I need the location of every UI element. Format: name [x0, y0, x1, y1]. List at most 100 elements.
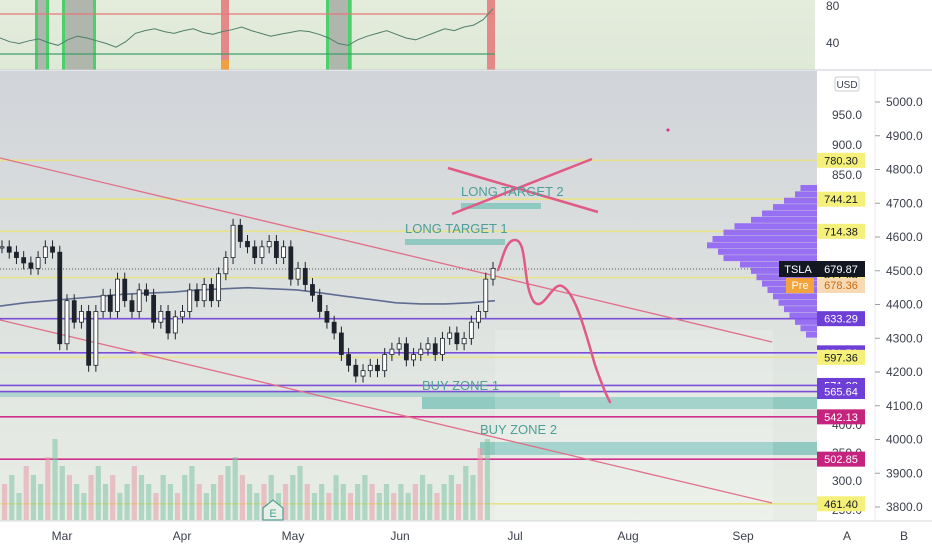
candle-body-11	[79, 311, 84, 323]
secondary-tick-0: 3800.0	[886, 500, 923, 514]
volume-bar-1	[9, 475, 15, 520]
premarket-value: 678.36	[824, 280, 858, 292]
buy-zone-1	[422, 397, 817, 409]
price-tag-8: 565.64	[817, 384, 865, 400]
price-tick-950: 950.0	[832, 108, 862, 122]
long-target-2-zone	[461, 203, 541, 209]
price-tick-850: 850.0	[832, 168, 862, 182]
indicator-band-3	[221, 0, 229, 70]
volume-bar-34	[247, 484, 253, 520]
volume-bar-8	[59, 466, 65, 520]
currency-badge[interactable]	[834, 76, 860, 92]
candle-body-62	[447, 332, 453, 339]
profile-bar-23	[806, 331, 817, 338]
volume-bar-24	[174, 493, 181, 520]
price-tag-bg-10	[817, 451, 865, 467]
candle-body-46	[331, 321, 337, 334]
price-tag-9: 542.13	[817, 409, 865, 425]
candle-body-34	[245, 241, 250, 248]
channel-lower	[0, 319, 773, 504]
price-tag-bg-4	[817, 311, 865, 327]
price-tag-2: 714.38	[817, 223, 865, 239]
right-axis-a	[817, 71, 875, 521]
volume-bar-26	[189, 466, 195, 520]
price-tag-label-9: 542.13	[824, 412, 858, 424]
volume-bar-11	[81, 493, 87, 520]
volume-bar-36	[261, 484, 267, 520]
volume-bar-60	[434, 493, 440, 520]
volume-bar-12	[88, 475, 94, 520]
price-tag-bg-0	[817, 152, 865, 168]
symbol-label: TSLA	[784, 264, 812, 276]
scale-button-b[interactable]: B	[900, 529, 908, 543]
candle-body-20	[144, 289, 149, 296]
profile-bar-8	[712, 236, 817, 242]
candle-body-7	[50, 246, 55, 253]
volume-bar-47	[340, 484, 346, 520]
secondary-tick-6: 4400.0	[886, 298, 923, 312]
volume-bar-18	[131, 466, 137, 520]
earnings-marker[interactable]: E	[262, 499, 284, 521]
candle-body-31	[223, 257, 229, 275]
indicator-band-2-green	[62, 0, 65, 70]
candle-body-61	[440, 337, 445, 355]
time-label-mar: Mar	[52, 529, 73, 543]
indicator-band-2	[62, 0, 95, 70]
candle-body-36	[259, 246, 265, 258]
candle-body-58	[418, 348, 424, 355]
volume-bar-7	[52, 439, 58, 520]
price-tag-label-11: 461.40	[824, 499, 858, 511]
volume-bar-23	[167, 484, 173, 520]
scale-button-a[interactable]: A	[843, 529, 851, 543]
volume-bar-66	[477, 448, 483, 520]
profile-bar-7	[723, 229, 817, 236]
time-label-jun: Jun	[390, 529, 409, 543]
volume-bar-33	[239, 475, 245, 520]
volume-bar-27	[196, 484, 202, 520]
volume-bar-63	[455, 484, 462, 520]
candle-body-52	[375, 364, 380, 372]
secondary-tick-12: 5000.0	[886, 95, 923, 109]
candle-body-26	[187, 289, 193, 312]
time-label-apr: Apr	[173, 529, 192, 543]
candle-body-63	[454, 332, 460, 345]
price-tag-bg-8	[817, 384, 865, 400]
indicator-tick-80: 80	[826, 0, 840, 13]
secondary-tick-9: 4700.0	[886, 196, 923, 210]
indicator-tick-40: 40	[826, 36, 840, 50]
volume-bar-30	[218, 475, 224, 520]
profile-bar-0	[800, 185, 817, 191]
time-label-sep: Sep	[732, 529, 754, 543]
candle-body-53	[382, 354, 388, 372]
candle-body-37	[266, 241, 272, 248]
candle-body-49	[353, 364, 359, 377]
secondary-tick-2: 4000.0	[886, 433, 923, 447]
candle-body-57	[411, 354, 416, 361]
price-tag-label-8: 565.64	[824, 387, 858, 399]
moving-average	[0, 286, 496, 307]
candle-body-59	[425, 343, 431, 350]
volume-bar-53	[383, 484, 390, 520]
volume-bar-28	[203, 493, 209, 520]
secondary-tick-7: 4500.0	[886, 264, 923, 278]
profile-bar-18	[778, 299, 817, 306]
candle-body-17	[122, 278, 128, 302]
volume-bar-32	[232, 457, 238, 520]
volume-bar-17	[124, 484, 130, 520]
volume-bar-6	[45, 457, 51, 520]
candle-body-40	[288, 246, 294, 280]
cross-line-1	[447, 166, 599, 214]
buy-zone-1-band	[0, 391, 560, 397]
candle-body-13	[93, 311, 99, 366]
price-tag-bg-1	[817, 191, 865, 207]
volume-bar-42	[304, 484, 310, 520]
indicator-band-1-green	[35, 0, 38, 70]
candle-body-6	[42, 246, 48, 258]
volume-bar-39	[283, 484, 289, 520]
channel-upper	[0, 157, 773, 343]
volume-bar-0	[2, 484, 8, 520]
candle-body-60	[432, 343, 438, 355]
profile-bar-5	[751, 216, 817, 223]
candle-body-19	[136, 289, 142, 312]
